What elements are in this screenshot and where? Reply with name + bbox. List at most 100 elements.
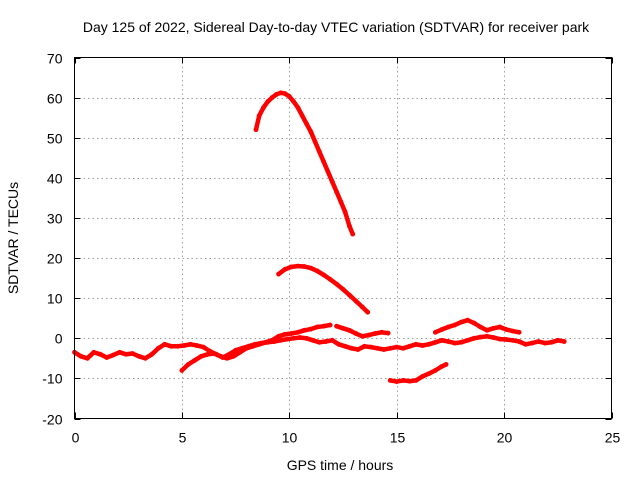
grid-lines <box>74 57 612 419</box>
data-point <box>484 333 490 339</box>
data-point <box>379 329 385 335</box>
data-point <box>276 333 281 339</box>
data-point <box>312 139 318 145</box>
data-point <box>289 331 294 336</box>
data-point <box>413 378 419 383</box>
data-point <box>299 113 305 119</box>
data-series <box>72 90 567 384</box>
data-point <box>503 327 509 332</box>
data-point <box>342 343 348 349</box>
data-point <box>179 368 185 373</box>
data-point <box>289 264 294 270</box>
data-point <box>549 339 554 345</box>
data-point <box>516 329 522 335</box>
data-point <box>325 169 331 175</box>
data-point <box>265 99 271 104</box>
data-point <box>301 264 307 269</box>
data-point <box>452 340 458 346</box>
data-point <box>282 331 288 337</box>
data-point <box>308 326 314 332</box>
series-line <box>253 90 355 237</box>
y-tick-label: 60 <box>47 91 63 107</box>
data-point <box>347 223 352 229</box>
data-point <box>185 362 191 367</box>
data-point <box>295 329 301 335</box>
data-point <box>353 331 359 336</box>
data-point <box>445 339 451 344</box>
x-tick-label: 10 <box>282 430 298 446</box>
data-point <box>136 353 142 359</box>
data-point <box>340 325 346 331</box>
data-point <box>375 345 380 351</box>
data-point <box>117 349 122 355</box>
data-point <box>350 231 356 237</box>
data-point <box>314 268 320 274</box>
data-point <box>465 337 470 343</box>
y-tick-label: 0 <box>55 331 63 347</box>
data-point <box>439 327 445 332</box>
data-point <box>471 335 477 341</box>
data-point <box>297 335 303 340</box>
data-point <box>308 265 314 271</box>
data-point <box>286 94 292 99</box>
data-point <box>347 292 352 298</box>
data-point <box>274 92 279 97</box>
data-point <box>334 323 339 329</box>
series-line <box>388 362 449 384</box>
data-point <box>334 281 339 287</box>
data-point <box>231 353 236 359</box>
data-point <box>149 351 155 357</box>
data-point <box>458 339 464 345</box>
data-point <box>211 351 217 356</box>
data-point <box>282 91 288 96</box>
data-point <box>510 337 516 343</box>
y-tick-label: -20 <box>42 412 62 428</box>
x-tick-label: 5 <box>179 430 187 446</box>
data-point <box>561 339 567 344</box>
data-point <box>304 335 309 341</box>
data-point <box>321 323 327 329</box>
data-point <box>97 351 103 357</box>
data-point <box>123 351 129 357</box>
x-tick-label: 0 <box>72 430 80 446</box>
data-point <box>308 129 314 135</box>
data-point <box>394 379 400 384</box>
data-point <box>253 127 259 133</box>
chart-title: Day 125 of 2022, Sidereal Day-to-day VTE… <box>83 19 590 35</box>
data-point <box>365 309 371 315</box>
y-tick-label: 70 <box>47 51 63 67</box>
y-tick-label: 10 <box>47 291 63 307</box>
data-point <box>243 345 249 351</box>
data-point <box>426 371 432 376</box>
y-tick-label: 30 <box>47 211 63 227</box>
data-point <box>491 325 496 331</box>
series-arc-high <box>253 90 356 237</box>
data-point <box>394 344 400 350</box>
data-point <box>329 337 335 343</box>
data-point <box>295 263 301 269</box>
data-point <box>433 368 438 373</box>
data-point <box>304 121 309 127</box>
data-point <box>372 331 378 336</box>
data-point <box>269 95 275 100</box>
data-point <box>130 351 135 356</box>
data-point <box>484 327 490 333</box>
data-point <box>381 347 387 352</box>
data-point <box>278 337 284 343</box>
data-point <box>233 347 239 353</box>
plot-frame <box>74 57 612 419</box>
data-point <box>291 335 296 341</box>
data-point <box>250 343 256 349</box>
data-point <box>353 298 359 304</box>
data-point <box>110 352 116 358</box>
data-point <box>445 324 451 330</box>
data-point <box>510 328 516 334</box>
data-point <box>237 349 243 355</box>
data-point <box>334 189 339 195</box>
series-baseline-b <box>179 322 333 373</box>
data-point <box>78 353 84 359</box>
data-point <box>497 336 503 342</box>
data-point <box>168 343 174 349</box>
data-point <box>310 337 316 343</box>
